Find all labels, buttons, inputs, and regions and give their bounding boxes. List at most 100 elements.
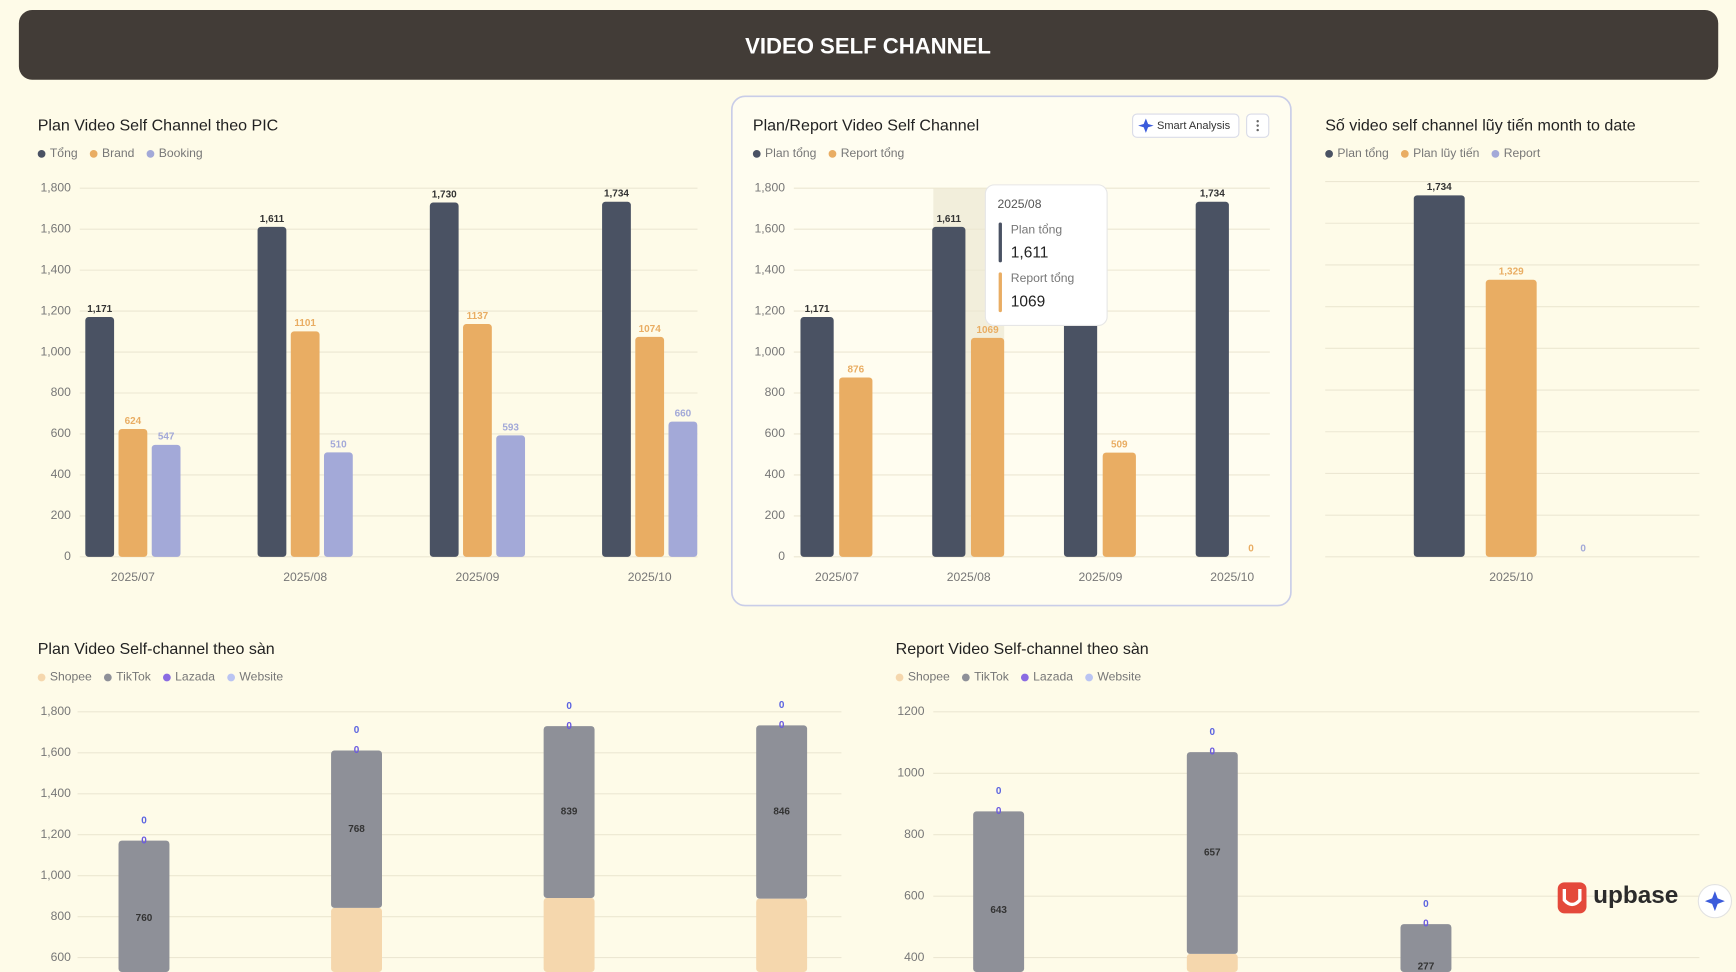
value-label: 839 (561, 807, 578, 818)
bar (756, 725, 808, 899)
y-tick-label: 1,800 (40, 704, 71, 718)
value-label: 1101 (294, 318, 316, 329)
bar (543, 898, 595, 972)
chart-title: Report Video Self-channel theo sàn (896, 640, 1149, 658)
value-label: 0 (1210, 727, 1216, 738)
bar (463, 323, 492, 557)
y-tick-label: 200 (765, 508, 786, 522)
bar (543, 726, 595, 899)
legend-swatch (828, 150, 837, 158)
value-label: 0 (1248, 544, 1254, 555)
chart-title: Plan Video Self Channel theo PIC (38, 116, 279, 134)
tooltip-item-value: 1,611 (1011, 245, 1049, 262)
button-label: Smart Analysis (1157, 120, 1231, 132)
y-tick-label: 600 (51, 950, 72, 964)
value-label: 1,611 (937, 214, 962, 225)
value-label: 768 (348, 824, 365, 835)
legend-swatch (37, 673, 46, 682)
value-label: 0 (1423, 899, 1429, 910)
star-icon (1138, 118, 1154, 133)
bar (756, 898, 808, 972)
legend-swatch (1085, 673, 1093, 682)
logo-icon (1557, 882, 1587, 914)
bar (331, 907, 382, 972)
x-tick-label: 2025/10 (1210, 570, 1254, 584)
value-label: 0 (779, 700, 785, 711)
legend-swatch (961, 673, 970, 682)
bar (429, 202, 459, 557)
value-label: 0 (141, 815, 147, 826)
bar (635, 336, 665, 557)
x-tick-label: 2025/09 (455, 570, 499, 584)
x-tick-label: 2025/08 (947, 570, 991, 584)
tooltip-item-name: Report tổng (1011, 271, 1075, 285)
y-tick-label: 400 (51, 467, 72, 481)
y-tick-label: 1,000 (755, 344, 786, 358)
value-label: 876 (848, 364, 865, 375)
y-tick-label: 1200 (897, 704, 924, 718)
value-label: 1,171 (805, 304, 830, 315)
legend-label: Report tổng (841, 146, 905, 160)
y-tick-label: 1,600 (40, 221, 71, 235)
button-bg[interactable] (1132, 113, 1240, 138)
value-label: 1069 (976, 325, 999, 336)
legend-swatch (1325, 150, 1333, 158)
dot (1256, 120, 1259, 123)
legend-swatch (89, 150, 98, 158)
y-tick-label: 1,800 (755, 180, 786, 194)
legend-swatch (1020, 673, 1029, 682)
y-tick-label: 1,000 (40, 868, 71, 882)
logo: upbase (1557, 882, 1678, 914)
y-tick-label: 1,200 (40, 303, 71, 317)
chart-title: Plan Video Self-channel theo sàn (38, 640, 275, 658)
legend-label: TikTok (974, 670, 1010, 684)
y-tick-label: 1,400 (755, 262, 786, 276)
y-tick-label: 1,200 (40, 827, 71, 841)
x-tick-label: 2025/08 (283, 570, 327, 584)
legend-swatch (37, 150, 46, 158)
value-label: 1,734 (1427, 182, 1452, 193)
bar (1413, 195, 1465, 557)
tooltip-swatch (998, 272, 1002, 313)
value-label: 0 (354, 745, 360, 756)
smart-analysis-button[interactable]: Smart Analysis (1132, 113, 1240, 138)
bar (323, 452, 353, 557)
bar (973, 811, 1025, 972)
bar (1102, 452, 1136, 557)
dot (1256, 128, 1259, 132)
value-label: 760 (136, 913, 153, 924)
header-bar (18, 9, 1719, 80)
y-tick-label: 1,200 (755, 303, 786, 317)
y-tick-label: 800 (904, 827, 925, 841)
bar (1400, 924, 1452, 972)
value-label: 0 (1423, 919, 1429, 930)
x-tick-label: 2025/07 (815, 570, 859, 584)
legend-label: Plan lũy tiến (1413, 146, 1479, 160)
value-label: 657 (1204, 848, 1221, 859)
bar (602, 201, 631, 557)
value-label: 0 (354, 725, 360, 736)
value-label: 0 (566, 721, 572, 732)
value-label: 0 (996, 806, 1002, 817)
dot (1256, 124, 1259, 127)
y-tick-label: 0 (64, 549, 71, 563)
value-label: 0 (1210, 747, 1216, 758)
value-label: 1,171 (87, 304, 112, 315)
legend-label: Plan tổng (765, 146, 816, 160)
bar (800, 317, 834, 557)
y-tick-label: 600 (904, 888, 925, 902)
tooltip-item-name: Plan tổng (1011, 222, 1062, 236)
y-tick-label: 1000 (897, 766, 924, 780)
y-tick-label: 800 (765, 385, 786, 399)
tooltip-bg (984, 184, 1108, 327)
value-label: 510 (330, 439, 347, 450)
legend-label: Lazada (175, 670, 215, 684)
value-label: 0 (1580, 544, 1586, 555)
y-tick-label: 1,000 (40, 344, 71, 358)
value-label: 846 (773, 807, 790, 818)
legend-swatch (1400, 150, 1409, 158)
value-label: 1,329 (1499, 267, 1524, 278)
legend-swatch (752, 150, 761, 158)
assistant-button[interactable] (1697, 883, 1733, 919)
more-button[interactable] (1246, 113, 1270, 138)
